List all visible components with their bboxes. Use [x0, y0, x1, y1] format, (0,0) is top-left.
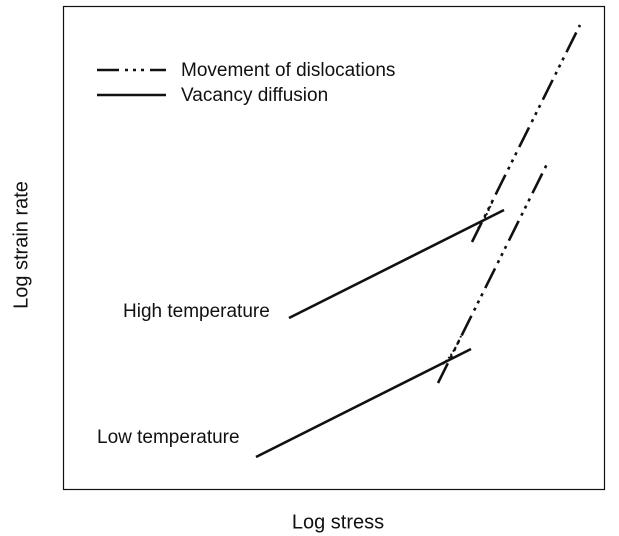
curve-label: Low temperature	[97, 427, 240, 448]
x-axis-label: Log stress	[292, 511, 384, 533]
curve-label: High temperature	[123, 301, 270, 322]
y-axis-label: Log strain rate	[10, 181, 32, 309]
plot-frame	[62, 5, 606, 491]
dislocation-low	[436, 163, 549, 384]
transition-high	[477, 199, 494, 229]
vacancy-high	[288, 208, 505, 320]
legend-label: Movement of dislocations	[181, 60, 395, 81]
legend-label: Vacancy diffusion	[181, 85, 328, 106]
vacancy-low	[255, 347, 472, 459]
dislocation-high	[470, 24, 582, 243]
